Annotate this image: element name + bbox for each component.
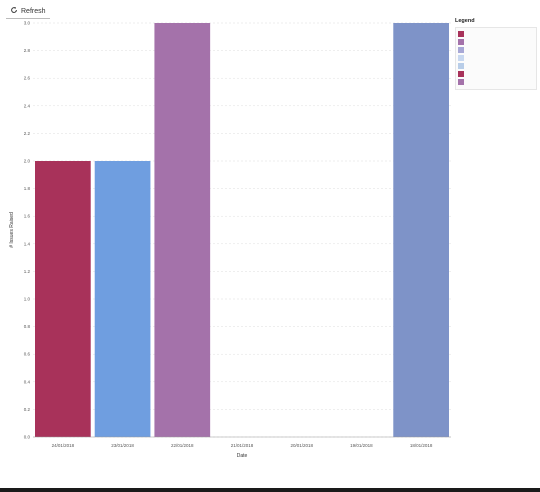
y-axis-ticks: 0.0 0.2 0.4 0.6 0.8 1.0 1.2 1.4 1.6 1.8 2.0 2.2 2.4 2… (24, 21, 31, 440)
legend-swatch (458, 63, 464, 69)
y-tick-label: 2.8 (24, 48, 31, 53)
refresh-label: Refresh (21, 7, 46, 15)
y-tick-label: 0.6 (24, 352, 31, 357)
x-tick-label: 23/01/2018 (111, 443, 134, 448)
legend-swatch (458, 71, 464, 77)
y-tick-label: 1.6 (24, 214, 31, 219)
legend-swatch (458, 79, 464, 85)
x-axis-title: Date (237, 453, 248, 459)
bottom-bar (0, 488, 540, 492)
legend-item[interactable] (458, 30, 534, 38)
legend-swatch (458, 31, 464, 37)
legend-item[interactable] (458, 62, 534, 70)
x-tick-label: 24/01/2018 (52, 443, 75, 448)
y-tick-label: 1.4 (24, 241, 31, 246)
refresh-icon (10, 6, 18, 16)
bar-22/01/2018[interactable] (154, 23, 211, 437)
refresh-button[interactable]: Refresh (6, 6, 50, 19)
y-tick-label: 3.0 (24, 21, 31, 26)
y-tick-label: 0.0 (24, 435, 31, 440)
y-tick-label: 2.6 (24, 76, 31, 81)
x-tick-label: 18/01/2018 (410, 443, 433, 448)
x-tick-label: 22/01/2018 (171, 443, 194, 448)
legend-item[interactable] (458, 70, 534, 78)
legend-item[interactable] (458, 78, 534, 86)
y-tick-label: 2.2 (24, 131, 31, 136)
bar-24/01/2018[interactable] (35, 161, 91, 437)
bar-23/01/2018[interactable] (94, 161, 151, 437)
y-tick-label: 2.0 (24, 159, 31, 164)
bar-18/01/2018[interactable] (393, 23, 449, 437)
legend-swatch (458, 47, 464, 53)
legend-item[interactable] (458, 54, 534, 62)
y-tick-label: 0.4 (24, 379, 31, 384)
x-tick-label: 19/01/2018 (350, 443, 373, 448)
toolbar: Refresh (6, 6, 50, 20)
legend-swatch (458, 39, 464, 45)
legend-swatch (458, 55, 464, 61)
legend-box (455, 27, 537, 90)
y-axis-title: # Issues Raised (9, 212, 15, 248)
x-axis-ticks: 24/01/2018 23/01/2018 22/01/2018 21/01/2018… (52, 443, 433, 448)
legend-title: Legend (455, 18, 475, 24)
legend-item[interactable] (458, 38, 534, 46)
y-tick-label: 1.8 (24, 186, 31, 191)
x-tick-label: 20/01/2018 (290, 443, 313, 448)
y-tick-label: 0.2 (24, 407, 31, 412)
y-tick-label: 1.2 (24, 269, 31, 274)
legend-item[interactable] (458, 46, 534, 54)
legend: Legend (455, 18, 537, 90)
bars (35, 23, 449, 437)
y-tick-label: 2.4 (24, 103, 31, 108)
x-tick-label: 21/01/2018 (231, 443, 254, 448)
y-tick-label: 0.8 (24, 324, 31, 329)
y-tick-label: 1.0 (24, 297, 31, 302)
